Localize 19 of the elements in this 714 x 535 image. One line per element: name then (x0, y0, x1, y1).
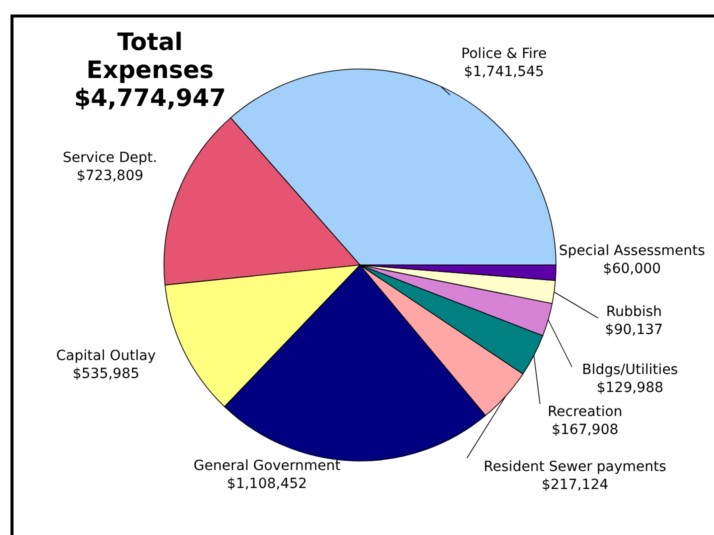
slice-label: Bldgs/Utilities (582, 362, 678, 378)
data-label: $90,137 (605, 322, 663, 338)
chart-title: Total Expenses $4,774,947 (74, 28, 226, 112)
slice-label: Rubbish (606, 304, 662, 320)
slice-label: Special Assessments (558, 243, 706, 259)
data-label: $1,108,452 (226, 476, 308, 492)
data-label: $167,908 (552, 422, 618, 438)
slice-label: General Government (194, 458, 341, 474)
data-label: $60,000 (603, 261, 661, 277)
slice-label: Police & Fire (461, 46, 547, 62)
data-label: $1,741,545 (464, 64, 544, 80)
slice-label: Service Dept. (62, 150, 158, 166)
data-label: $217,124 (542, 477, 608, 493)
slice-label: Recreation (548, 404, 622, 420)
data-label: $723,809 (76, 168, 144, 184)
slice-label: Capital Outlay (56, 348, 156, 364)
data-label: $129,988 (596, 380, 664, 396)
slice-label: Resident Sewer payments (484, 459, 666, 475)
data-label: $535,985 (72, 366, 140, 382)
